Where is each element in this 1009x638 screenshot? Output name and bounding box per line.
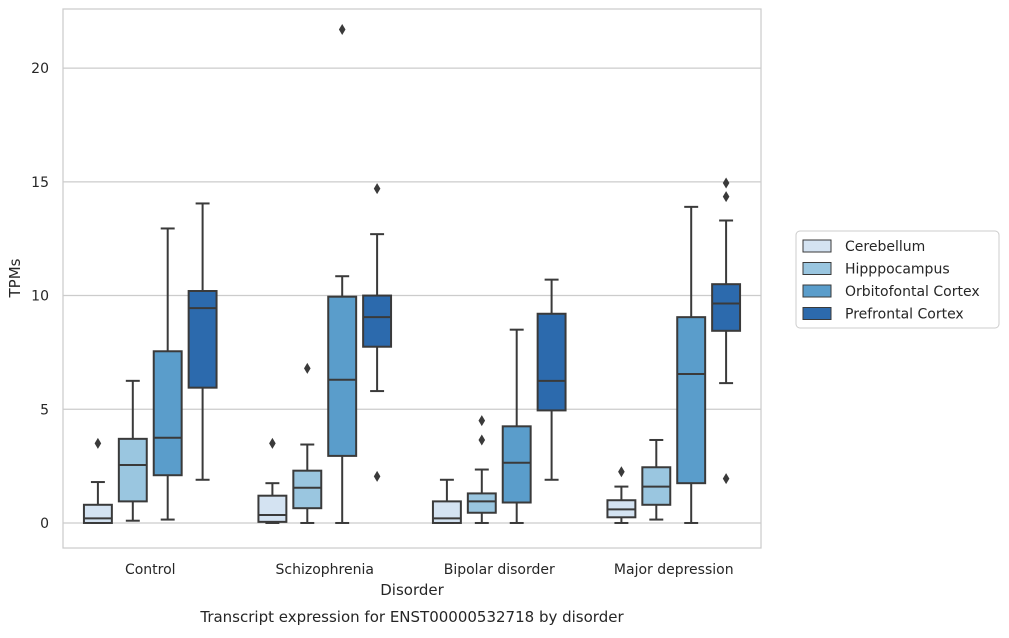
y-axis-ticks: 0 5 10 15 20: [31, 61, 49, 532]
box: [431, 500, 462, 524]
outlier-point: [94, 437, 102, 449]
x-tick-label: Control: [125, 562, 176, 578]
legend: Cerebellum Hipppocampus Orbitofontal Corte…: [795, 230, 1000, 329]
box-group: [82, 437, 113, 524]
outlier-point: [269, 437, 276, 449]
outlier-point: [478, 434, 486, 446]
x-axis-ticks: Control Schizophrenia Bipolar disorder Majo…: [125, 562, 734, 578]
box-group: [431, 478, 462, 524]
box-group: [152, 227, 183, 521]
outlier-point: [373, 470, 381, 482]
plot-frame: [62, 8, 762, 549]
box-group: [606, 466, 637, 524]
box: [676, 316, 707, 485]
outlier-point: [338, 23, 346, 35]
outlier-point: [722, 191, 730, 203]
box: [257, 494, 288, 523]
x-axis-label: Disorder: [380, 581, 444, 599]
box-group: [711, 177, 742, 485]
box-group: [641, 438, 672, 521]
legend-swatch: [802, 262, 832, 275]
outlier-point: [722, 473, 730, 485]
legend-frame: [795, 230, 1000, 329]
outlier-point: [618, 466, 625, 478]
outlier-point: [722, 177, 730, 189]
x-tick-label: Major depression: [614, 562, 734, 578]
box: [82, 503, 113, 524]
box-group: [257, 437, 288, 524]
box: [362, 294, 393, 348]
chart-caption: Transcript expression for ENST0000053271…: [199, 608, 624, 626]
box: [187, 290, 218, 389]
box-group: [117, 379, 148, 522]
box: [117, 437, 148, 503]
legend-label: Prefrontal Cortex: [845, 307, 964, 323]
y-tick-label: 15: [31, 175, 49, 191]
y-tick-label: 20: [31, 61, 49, 77]
legend-swatch: [802, 239, 832, 253]
box: [466, 492, 497, 514]
legend-swatch: [802, 284, 832, 298]
box-group: [466, 415, 497, 524]
x-tick-label: Bipolar disorder: [444, 562, 555, 578]
legend-label: Cerebellum: [845, 239, 925, 255]
legend-label: Orbitofontal Cortex: [845, 284, 980, 300]
legend-swatch: [802, 307, 832, 320]
outlier-point: [373, 183, 381, 195]
outlier-point: [478, 415, 486, 427]
box-group: [362, 183, 393, 482]
box: [152, 350, 183, 477]
y-tick-label: 0: [40, 516, 49, 532]
x-tick-label: Schizophrenia: [276, 562, 374, 578]
box-group: [501, 328, 532, 524]
box-group: [187, 202, 218, 481]
box: [536, 312, 567, 412]
box: [711, 283, 742, 332]
y-tick-label: 10: [31, 289, 49, 305]
y-axis-label: TPMs: [6, 258, 24, 298]
box-group: [327, 23, 358, 524]
outlier-point: [304, 362, 311, 374]
box-group: [292, 362, 323, 524]
y-tick-label: 5: [40, 402, 49, 418]
box-group: [536, 278, 567, 481]
box: [292, 469, 323, 510]
box: [501, 425, 532, 504]
box: [327, 295, 358, 457]
legend-label: Hipppocampus: [845, 262, 950, 278]
box-group: [676, 205, 707, 524]
boxes: [82, 23, 742, 524]
